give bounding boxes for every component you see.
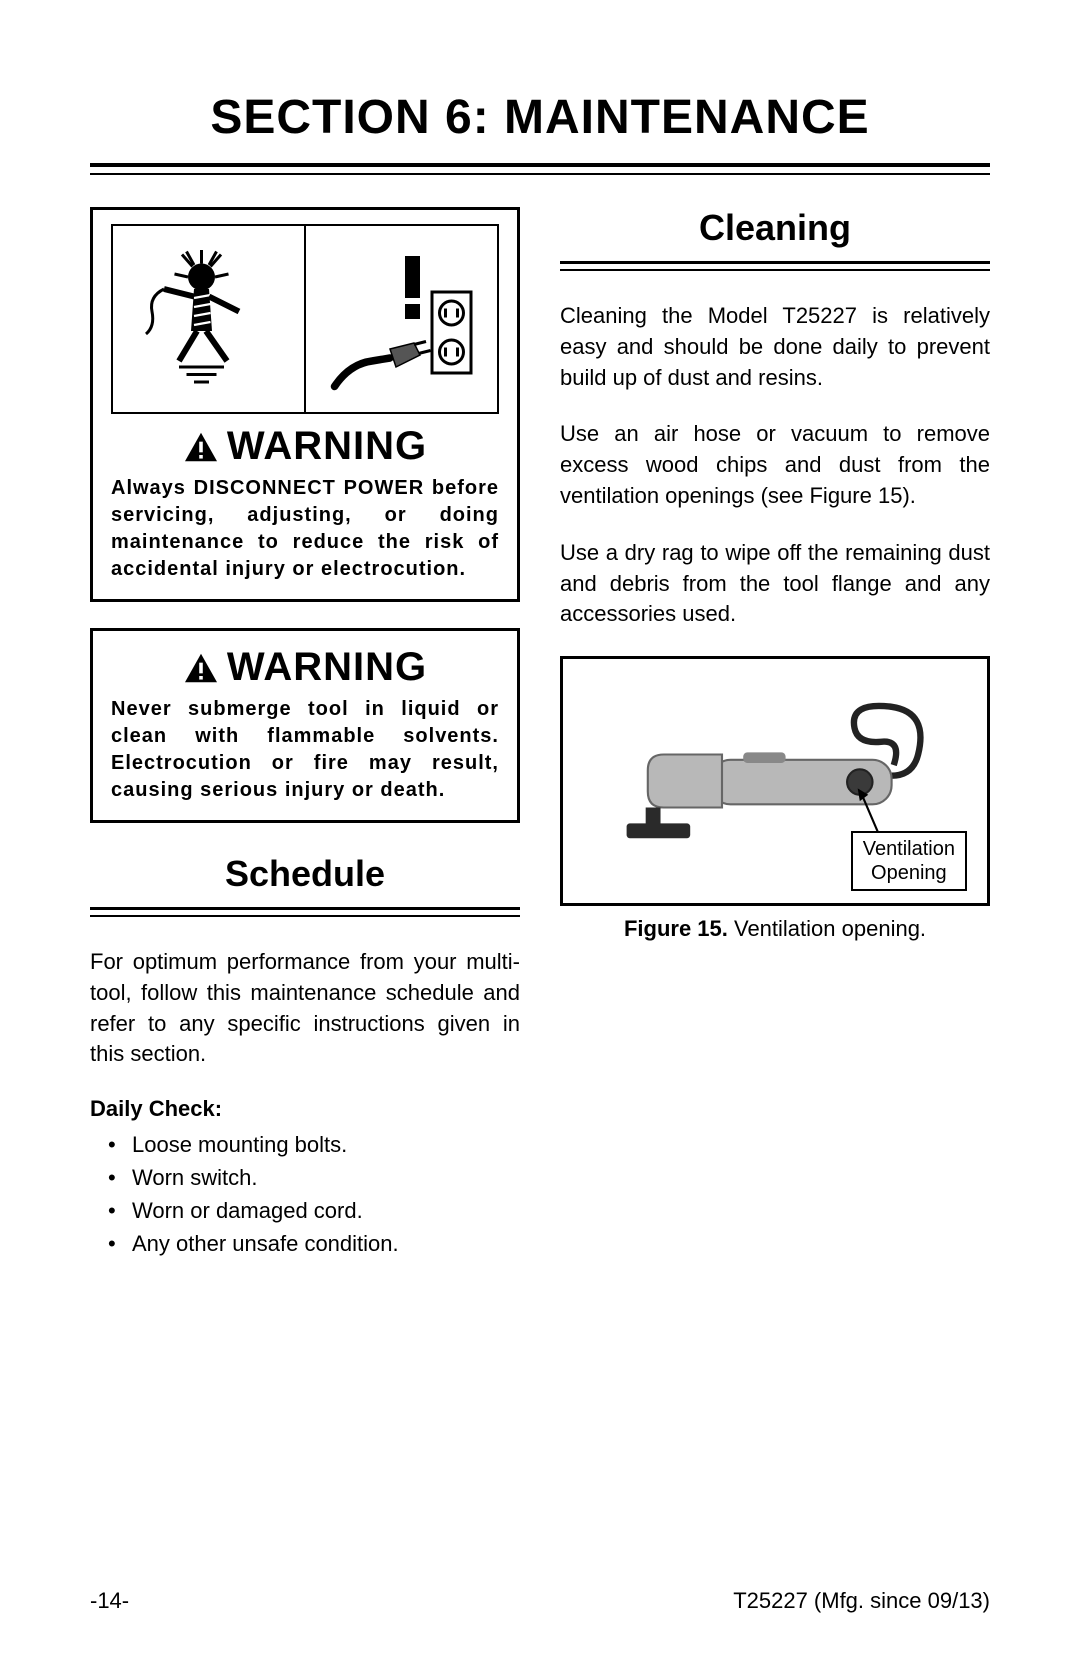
schedule-heading: Schedule	[90, 853, 520, 895]
list-item: Loose mounting bolts.	[108, 1128, 520, 1161]
warning-text-disconnect: Always DISCONNECT POWER before servicing…	[111, 475, 499, 583]
warning-heading: WARNING	[111, 645, 499, 690]
left-column: WARNING Always DISCONNECT POWER before s…	[90, 207, 520, 1260]
figure-caption-text: Ventilation opening.	[728, 916, 926, 941]
double-rule	[90, 163, 990, 175]
warning-word: WARNING	[227, 424, 427, 469]
right-column: Cleaning Cleaning the Model T25227 is re…	[560, 207, 990, 1260]
columns-container: WARNING Always DISCONNECT POWER before s…	[90, 207, 990, 1260]
cleaning-p3: Use a dry rag to wipe off the remaining …	[560, 538, 990, 630]
figure-caption: Figure 15. Ventilation opening.	[560, 916, 990, 942]
warning-triangle-icon	[183, 431, 219, 463]
double-rule	[560, 261, 990, 271]
schedule-intro: For optimum performance from your multi-…	[90, 947, 520, 1070]
callout-line1: Ventilation	[863, 838, 955, 860]
warning-word: WARNING	[227, 645, 427, 690]
shock-figure-panel	[111, 224, 306, 414]
figure-number: Figure 15.	[624, 916, 728, 941]
page-number: -14-	[90, 1588, 129, 1614]
cleaning-p1: Cleaning the Model T25227 is relatively …	[560, 301, 990, 393]
ventilation-callout: Ventilation Opening	[851, 831, 967, 891]
page-footer: -14- T25227 (Mfg. since 09/13)	[90, 1588, 990, 1614]
warning-box-disconnect: WARNING Always DISCONNECT POWER before s…	[90, 207, 520, 602]
daily-check-label: Daily Check:	[90, 1096, 520, 1122]
warning-text-submerge: Never submerge tool in liquid or clean w…	[111, 696, 499, 804]
warning-box-submerge: WARNING Never submerge tool in liquid or…	[90, 628, 520, 823]
plug-outlet-icon	[327, 234, 477, 404]
list-item: Any other unsafe condition.	[108, 1227, 520, 1260]
figure-15-box: Ventilation Opening	[560, 656, 990, 906]
plug-outlet-panel	[306, 224, 499, 414]
model-info: T25227 (Mfg. since 09/13)	[733, 1588, 990, 1614]
warning-heading: WARNING	[111, 424, 499, 469]
warning-illustration	[111, 224, 499, 414]
warning-triangle-icon	[183, 652, 219, 684]
section-title: SECTION 6: MAINTENANCE	[90, 90, 990, 145]
cleaning-heading: Cleaning	[560, 207, 990, 249]
cleaning-p2: Use an air hose or vacuum to remove exce…	[560, 419, 990, 511]
callout-line2: Opening	[871, 862, 947, 884]
daily-check-list: Loose mounting bolts. Worn switch. Worn …	[90, 1128, 520, 1260]
shock-person-icon	[134, 234, 284, 404]
double-rule	[90, 907, 520, 917]
list-item: Worn switch.	[108, 1161, 520, 1194]
list-item: Worn or damaged cord.	[108, 1194, 520, 1227]
